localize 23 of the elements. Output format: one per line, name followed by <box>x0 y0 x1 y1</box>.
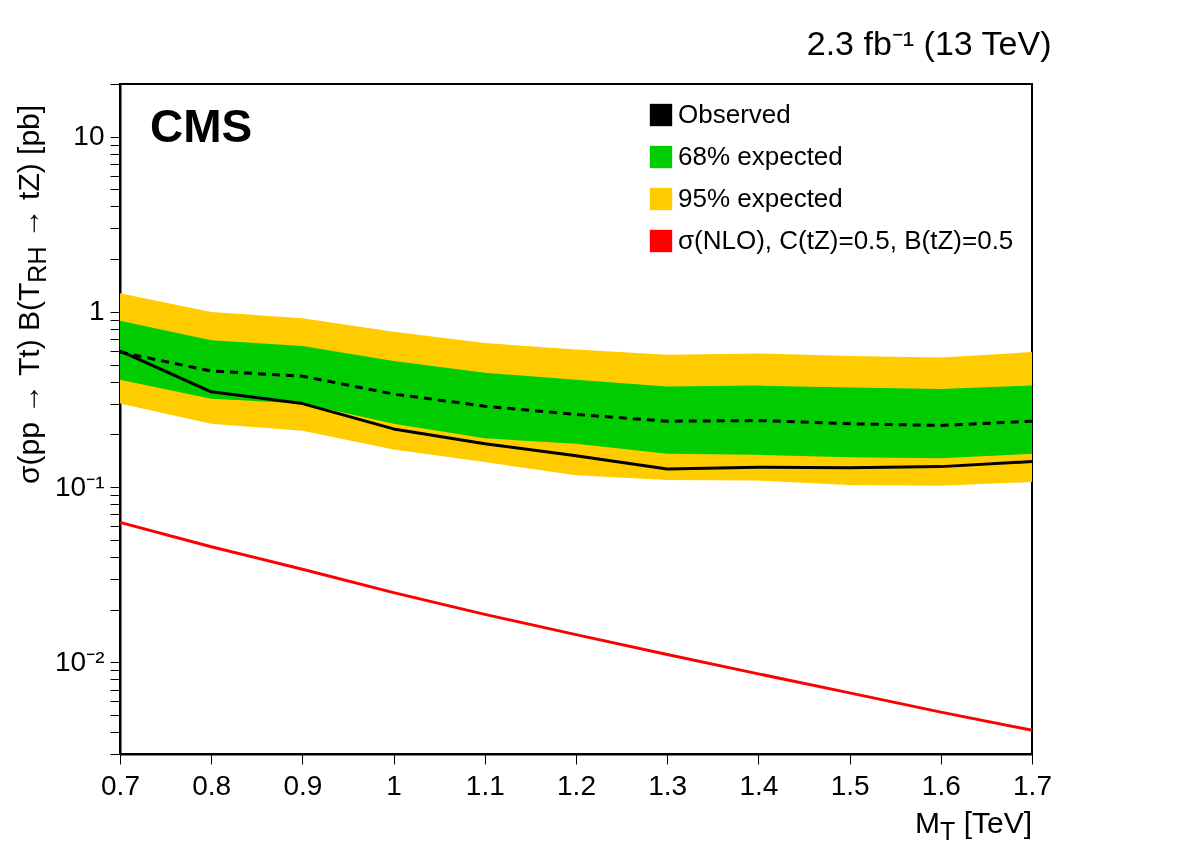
line-series <box>118 520 1034 732</box>
x-tick-label: 1.1 <box>465 769 505 801</box>
x-tick-label: 0.8 <box>192 769 232 801</box>
y-tick-label: 1 <box>88 295 105 327</box>
legend-label: 68% expected <box>678 141 843 171</box>
legend-label: 95% expected <box>678 183 843 213</box>
x-tick-label: 1.5 <box>830 769 870 801</box>
x-tick-label: 1.6 <box>921 769 961 801</box>
y-tick-label: 10 <box>73 120 105 152</box>
x-tick-label: 1.2 <box>557 769 596 801</box>
x-tick-label: 0.7 <box>101 769 140 801</box>
annotation: CMS <box>150 100 253 152</box>
x-axis-title: M$_{T}$ [TeV] <box>915 806 1032 846</box>
x-tick-label: 1 <box>386 769 402 801</box>
y-tick-label: 10⁻² <box>55 645 105 677</box>
legend-label: σ(NLO), C(tZ)=0.5, B(tZ)=0.5 <box>678 225 1014 255</box>
x-tick-label: 1.3 <box>648 769 688 801</box>
x-tick-label: 1.7 <box>1013 769 1052 801</box>
x-tick-label: 0.9 <box>283 769 323 801</box>
y-tick-label: 10⁻¹ <box>55 470 105 502</box>
x-tick-label: 1.4 <box>739 769 779 801</box>
legend-label: Observed <box>678 99 791 129</box>
chart-title: 2.3 fb⁻¹ (13 TeV) <box>806 23 1052 62</box>
